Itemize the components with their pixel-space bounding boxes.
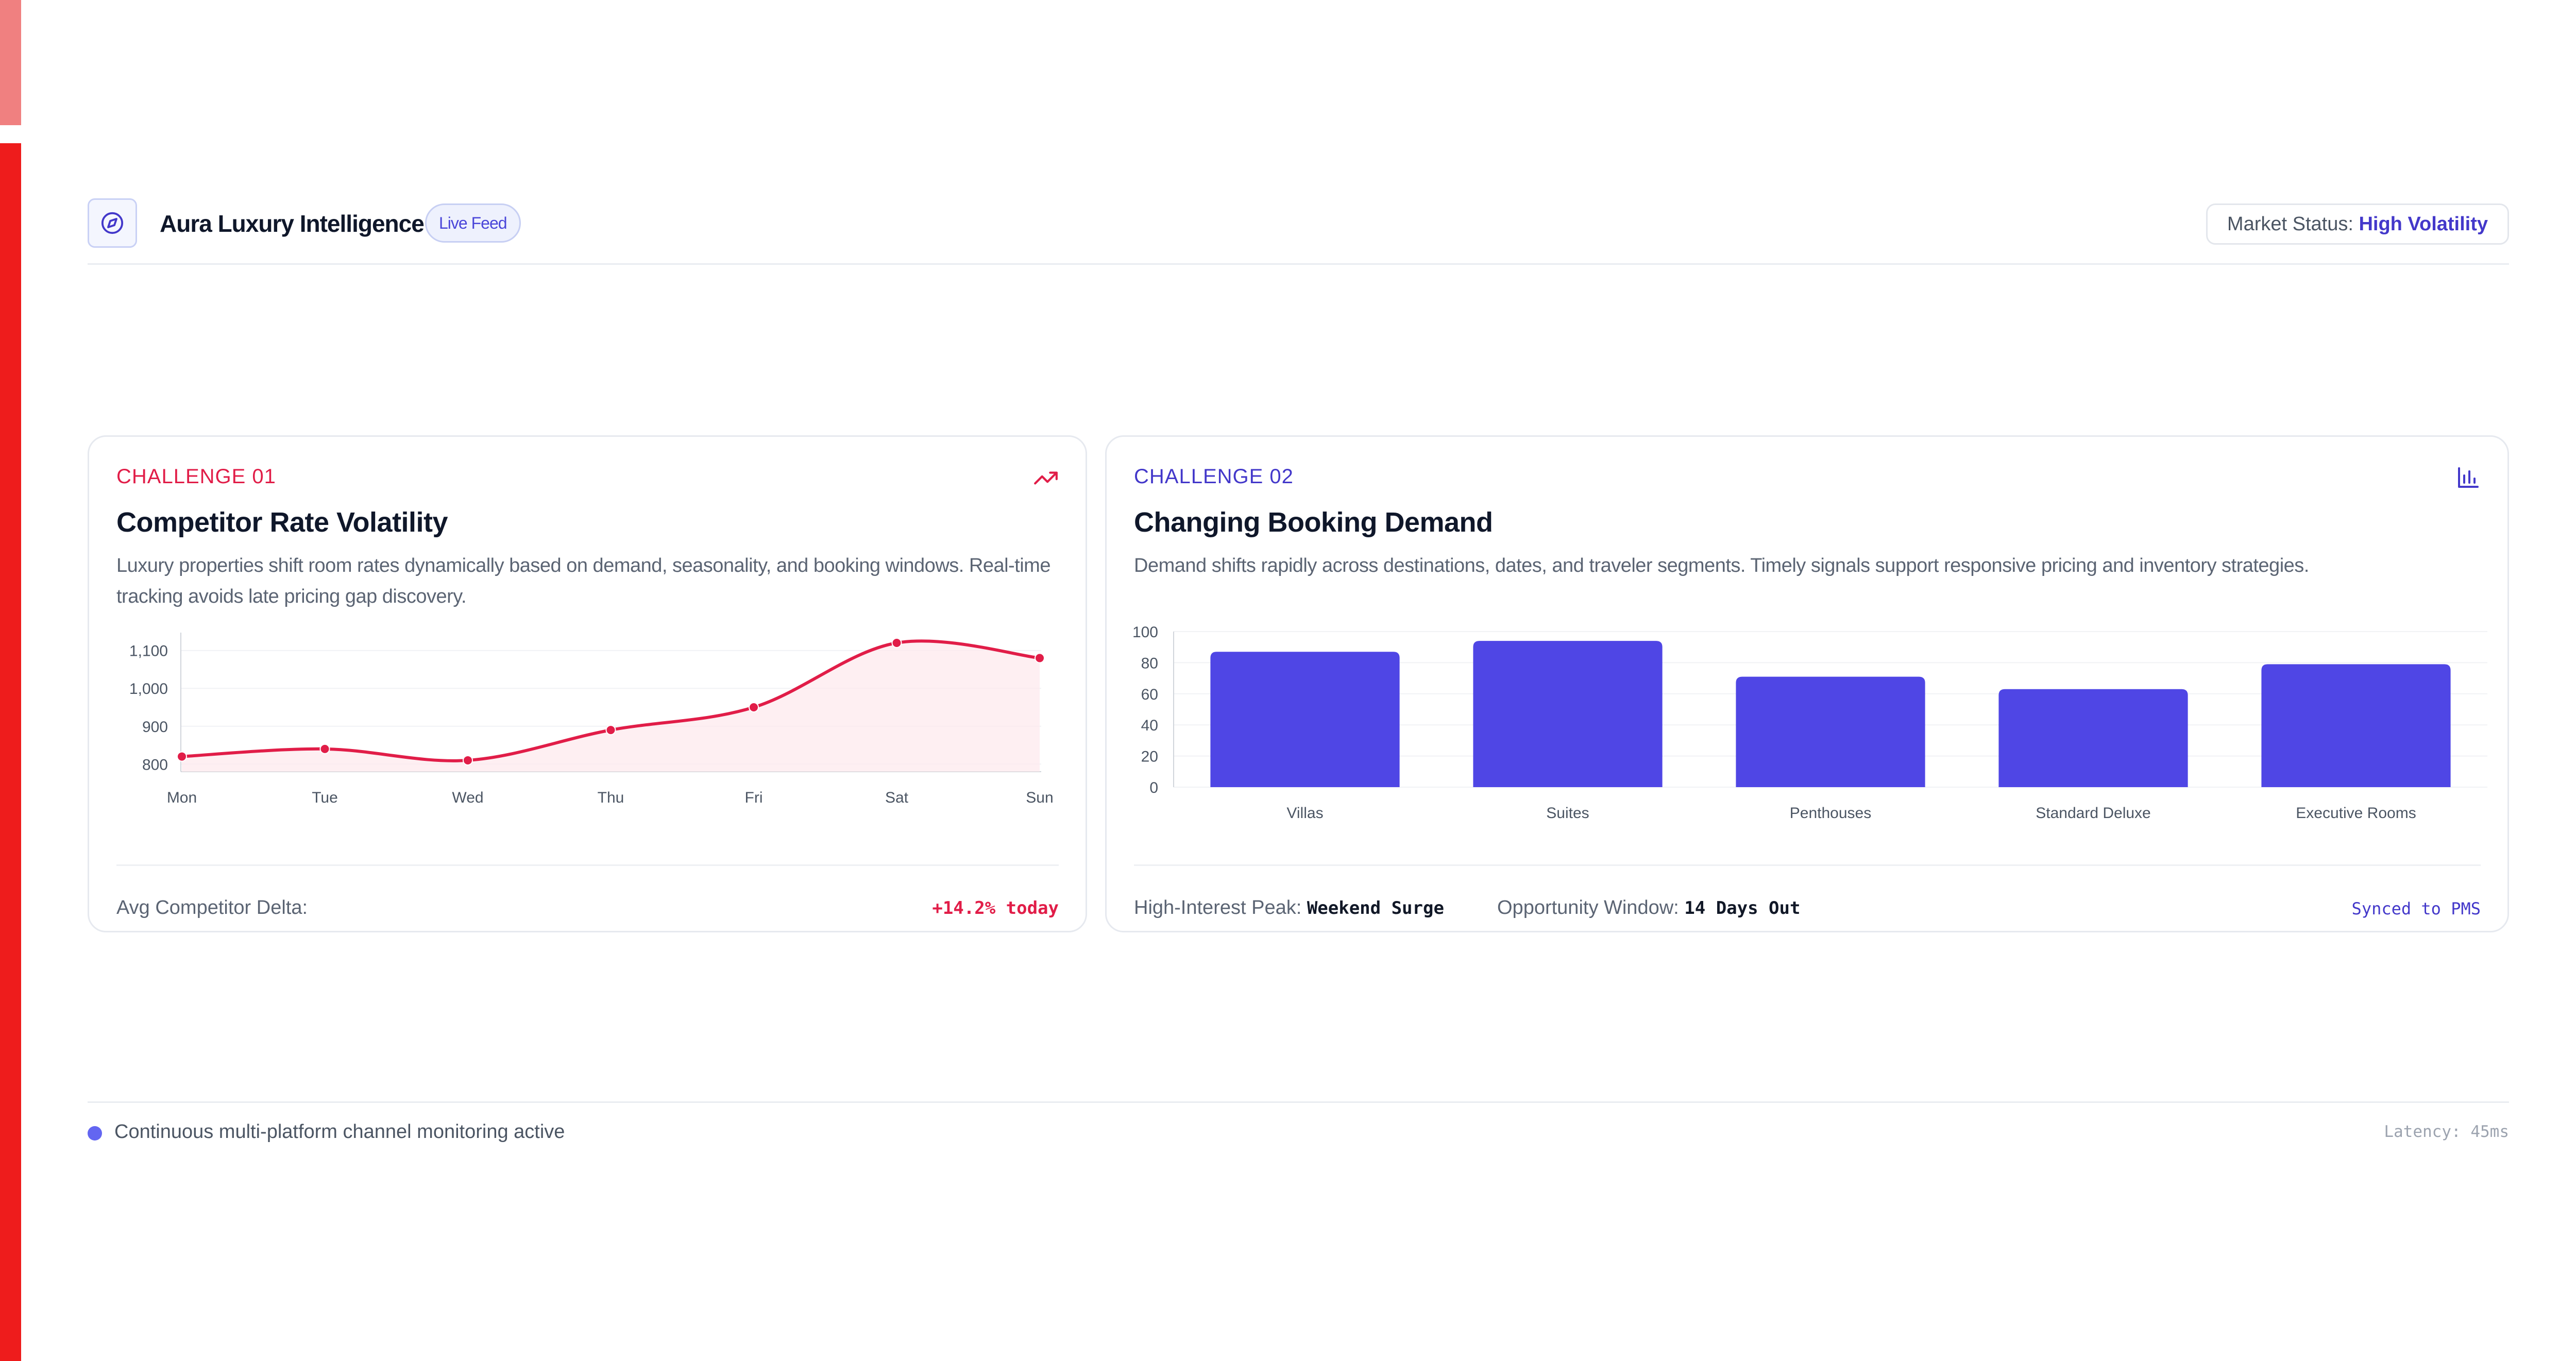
compass-icon[interactable] (88, 198, 137, 248)
data-point (1035, 653, 1045, 664)
card-footer: High-Interest Peak: Weekend Surge Opport… (1134, 864, 2481, 918)
data-point (319, 743, 330, 754)
status-bar: Continuous multi-platform channel monito… (88, 1101, 2509, 1143)
data-point (891, 638, 902, 648)
y-tick-label: 1,100 (129, 643, 168, 660)
bar (1210, 652, 1400, 787)
bar (1736, 676, 1925, 787)
card-footer: Avg Competitor Delta: +14.2% today (116, 864, 1059, 918)
card-title: Competitor Rate Volatility (116, 507, 448, 538)
peak-info: High-Interest Peak: Weekend Surge (1134, 897, 1444, 919)
bar-chart-icon (2458, 467, 2479, 488)
data-point (177, 751, 187, 762)
card-description: Demand shifts rapidly across destination… (1134, 555, 2309, 576)
card-kicker: CHALLENGE 02 (1134, 465, 1294, 488)
window-value: 14 Days Out (1684, 898, 1801, 918)
card-kicker: CHALLENGE 01 (116, 465, 276, 488)
edge-accent-bar (0, 143, 21, 1361)
rate-line-chart: 800 900 1,000 1,100 Mon Tue Wed Thu Fri Sat Sun (129, 633, 1054, 806)
peak-value: Weekend Surge (1307, 898, 1444, 918)
edge-accent-top (0, 0, 21, 125)
peak-label: High-Interest Peak: (1134, 897, 1302, 918)
data-point (749, 702, 759, 712)
avg-delta-label: Avg Competitor Delta: (116, 897, 308, 918)
x-tick-label: Thu (598, 789, 624, 806)
live-feed-badge: Live Feed (425, 203, 521, 243)
y-tick-label: 900 (142, 719, 168, 736)
window-label: Opportunity Window: (1497, 897, 1679, 918)
trending-up-icon (1034, 471, 1058, 485)
synced-status[interactable]: Synced to PMS (2351, 899, 2481, 918)
card-title: Changing Booking Demand (1134, 507, 1493, 538)
bar (1473, 641, 1663, 787)
market-status-value: High Volatility (2359, 213, 2488, 235)
y-tick-label: 20 (1141, 748, 1158, 765)
x-tick-label: Fri (745, 789, 763, 806)
x-tick-label: Penthouses (1790, 805, 1871, 822)
challenge-card-booking-demand: CHALLENGE 02 Changing Booking Demand Dem… (1105, 435, 2509, 932)
bar (1998, 689, 2188, 787)
window-info: Opportunity Window: 14 Days Out (1497, 897, 1800, 919)
status-text: Continuous multi-platform channel monito… (114, 1121, 565, 1143)
series-area (182, 641, 1040, 772)
y-tick-label: 0 (1149, 779, 1158, 796)
y-tick-label: 1,000 (129, 680, 168, 697)
status-dot-icon (88, 1126, 102, 1141)
y-tick-label: 100 (1132, 624, 1158, 641)
x-tick-label: Wed (452, 789, 483, 806)
x-tick-label: Sat (885, 789, 909, 806)
x-tick-label: Tue (312, 789, 338, 806)
brand-name: Aura Luxury Intelligence (160, 210, 425, 237)
avg-delta-value: +14.2% today (932, 898, 1059, 918)
x-tick-label: Villas (1286, 805, 1323, 822)
data-point (463, 755, 473, 765)
y-tick-label: 800 (142, 756, 168, 773)
y-tick-label: 60 (1141, 686, 1158, 703)
card-description: Luxury properties shift room rates dynam… (116, 555, 1050, 607)
data-point (605, 725, 616, 736)
market-status-label: Market Status: (2227, 213, 2353, 235)
y-tick-label: 40 (1141, 717, 1158, 734)
market-status: Market Status: High Volatility (2206, 203, 2509, 245)
x-tick-label: Sun (1026, 789, 1053, 806)
demand-bar-chart: 0 20 40 60 80 100 Villas Suites Penthouses Standa… (1132, 624, 2487, 822)
header: Aura Luxury Intelligence Live Feed Marke… (88, 198, 2509, 265)
x-tick-label: Mon (167, 789, 197, 806)
y-tick-label: 80 (1141, 655, 1158, 672)
x-tick-label: Suites (1546, 805, 1589, 822)
challenge-card-rate-volatility: CHALLENGE 01 Competitor Rate Volatility … (88, 435, 1087, 932)
bar (2261, 664, 2451, 787)
latency-readout: Latency: 45ms (2384, 1122, 2509, 1141)
x-tick-label: Executive Rooms (2296, 805, 2416, 822)
x-tick-label: Standard Deluxe (2036, 805, 2150, 822)
